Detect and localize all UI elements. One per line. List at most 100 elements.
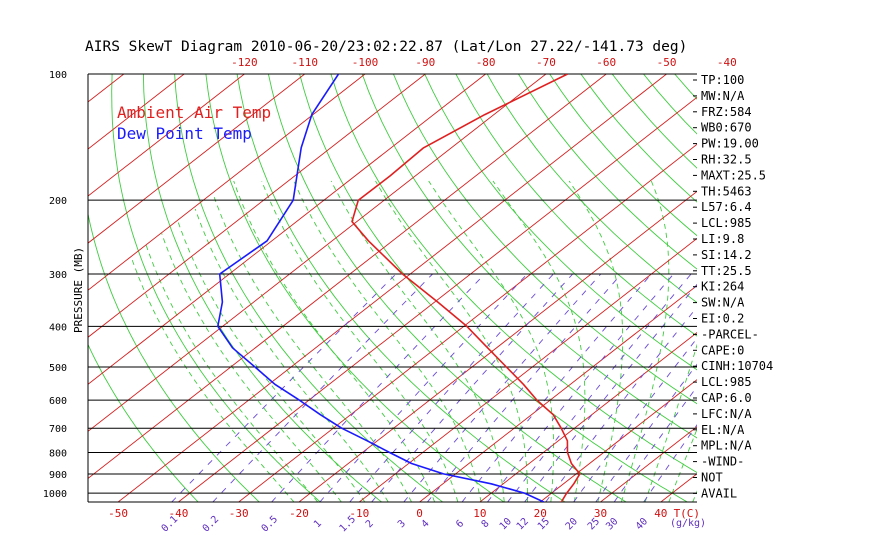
stability-index-value: AVAIL xyxy=(701,486,737,500)
pressure-tick-label: 800 xyxy=(49,449,67,460)
dry-adiabat xyxy=(424,74,697,371)
pressure-tick-label: 300 xyxy=(49,270,67,281)
stability-index-value: LI:9.8 xyxy=(701,232,744,246)
isotherm xyxy=(88,74,366,291)
isotherm xyxy=(88,74,245,197)
moist-adiabat xyxy=(568,180,624,502)
dry-adiabat xyxy=(88,211,260,502)
moist-adiabat xyxy=(131,257,295,502)
isotherm xyxy=(479,332,697,502)
stability-index-value: TT:25.5 xyxy=(701,264,752,278)
stability-index-value: KI:264 xyxy=(701,280,744,294)
top-temp-tick-label: -40 xyxy=(717,56,737,69)
top-temp-tick-label: -120 xyxy=(231,56,258,69)
isotherm xyxy=(539,379,697,502)
mixing-ratio-line xyxy=(271,273,486,502)
mixing-ratio-line xyxy=(349,273,554,502)
bottom-temp-tick-label: -40 xyxy=(168,507,188,520)
dry-adiabat xyxy=(518,74,697,270)
moist-adiabat xyxy=(330,180,505,502)
mixing-ratio-line xyxy=(545,306,697,502)
moist-adiabat xyxy=(375,180,528,502)
stability-index-value: WB0:670 xyxy=(701,121,752,135)
mixing-ratio-line xyxy=(371,273,574,502)
mixing-ratio-line xyxy=(507,273,692,502)
stability-index-value: LFC:N/A xyxy=(701,407,752,421)
isotherm xyxy=(600,426,697,502)
stability-index-value: CINH:10704 xyxy=(701,359,773,373)
pressure-tick-label: 200 xyxy=(49,196,67,207)
stability-indices-panel: TP:100 MW:N/A FRZ:584 WB0:670 PW:19.00 RH:32.… xyxy=(693,73,773,500)
stability-index-value: MAXT:25.5 xyxy=(701,168,766,182)
isotherm xyxy=(359,237,697,502)
stability-index-value: CAP:6.0 xyxy=(701,391,752,405)
top-temp-tick-label: -90 xyxy=(415,56,435,69)
mixing-ratio-line xyxy=(643,424,697,502)
isotherm xyxy=(88,74,306,244)
temperature-unit-label: T(C) xyxy=(674,507,701,520)
isotherm xyxy=(419,284,697,502)
top-temp-tick-label: -50 xyxy=(657,56,677,69)
stability-index-value: RH:32.5 xyxy=(701,153,752,167)
stability-index-value: L57:6.4 xyxy=(701,200,752,214)
moist-adiabat xyxy=(177,221,366,502)
isotherm xyxy=(88,74,607,479)
isotherm xyxy=(88,74,486,385)
dry-adiabat xyxy=(486,74,697,304)
moist-adiabat xyxy=(145,244,319,502)
moist-adiabat xyxy=(233,180,436,502)
dry-adiabat xyxy=(330,74,697,474)
moist-adiabat xyxy=(644,343,697,502)
isotherm xyxy=(88,74,185,150)
top-temp-tick-label: -110 xyxy=(291,56,318,69)
stability-index-value: -WIND- xyxy=(701,455,744,469)
legend-dew-point-temp: Dew Point Temp xyxy=(117,124,252,143)
bottom-temp-tick-label: 40 xyxy=(654,507,667,520)
stability-index-value: EL:N/A xyxy=(701,423,745,437)
mixing-ratio-line xyxy=(427,273,622,502)
mixing-ratio-line xyxy=(403,273,602,502)
mixing-ratio-line xyxy=(613,386,697,502)
mixing-ratio-line xyxy=(573,337,697,502)
moist-adiabat xyxy=(428,180,555,502)
bottom-temp-tick-label: -50 xyxy=(108,507,128,520)
background-grid xyxy=(88,74,697,502)
pressure-tick-label: 700 xyxy=(49,424,67,435)
moist-adiabat xyxy=(293,180,482,502)
stability-index-value: MW:N/A xyxy=(701,89,745,103)
stability-index-value: -PARCEL- xyxy=(701,327,759,341)
mixing-ratio-line xyxy=(524,283,697,502)
moist-adiabat xyxy=(668,427,697,502)
pressure-tick-label: 500 xyxy=(49,363,67,374)
bottom-temp-tick-label: 30 xyxy=(594,507,607,520)
isotherm xyxy=(298,190,697,502)
dry-adiabat xyxy=(88,343,199,502)
mixing-ratio-line xyxy=(595,363,697,502)
moist-adiabat xyxy=(161,233,342,502)
moist-adiabat xyxy=(620,180,670,502)
bottom-temp-tick-label: 10 xyxy=(473,507,486,520)
top-temp-tick-label: -80 xyxy=(476,56,496,69)
stability-index-value: LCL:985 xyxy=(701,375,752,389)
stability-index-value: NOT xyxy=(701,471,723,485)
pressure-tick-label: 900 xyxy=(49,470,67,481)
ambient-air-temp-line xyxy=(351,74,581,502)
dry-adiabat xyxy=(111,74,321,502)
stability-index-value: MPL:N/A xyxy=(701,439,752,453)
pressure-tick-label: 100 xyxy=(49,70,67,81)
stability-index-value: PW:19.00 xyxy=(701,137,759,151)
legend-ambient-air-temp: Ambient Air Temp xyxy=(117,103,271,122)
stability-index-value: EI:0.2 xyxy=(701,312,744,326)
stability-index-value: SI:14.2 xyxy=(701,248,752,262)
mixing-ratio-line xyxy=(212,273,433,502)
bottom-temp-tick-label: 0 xyxy=(416,507,423,520)
isotherm xyxy=(88,74,547,432)
mixing-ratio-line xyxy=(461,273,652,502)
top-temp-tick-label: -60 xyxy=(596,56,616,69)
bottom-temp-tick-label: 20 xyxy=(534,507,547,520)
stability-index-value: FRZ:584 xyxy=(701,105,752,119)
dry-adiabat xyxy=(236,74,566,502)
bottom-temp-tick-label: -10 xyxy=(349,507,369,520)
isotherm xyxy=(117,74,667,502)
chart-title: AIRS SkewT Diagram 2010-06-20/23:02:22.8… xyxy=(85,39,687,55)
